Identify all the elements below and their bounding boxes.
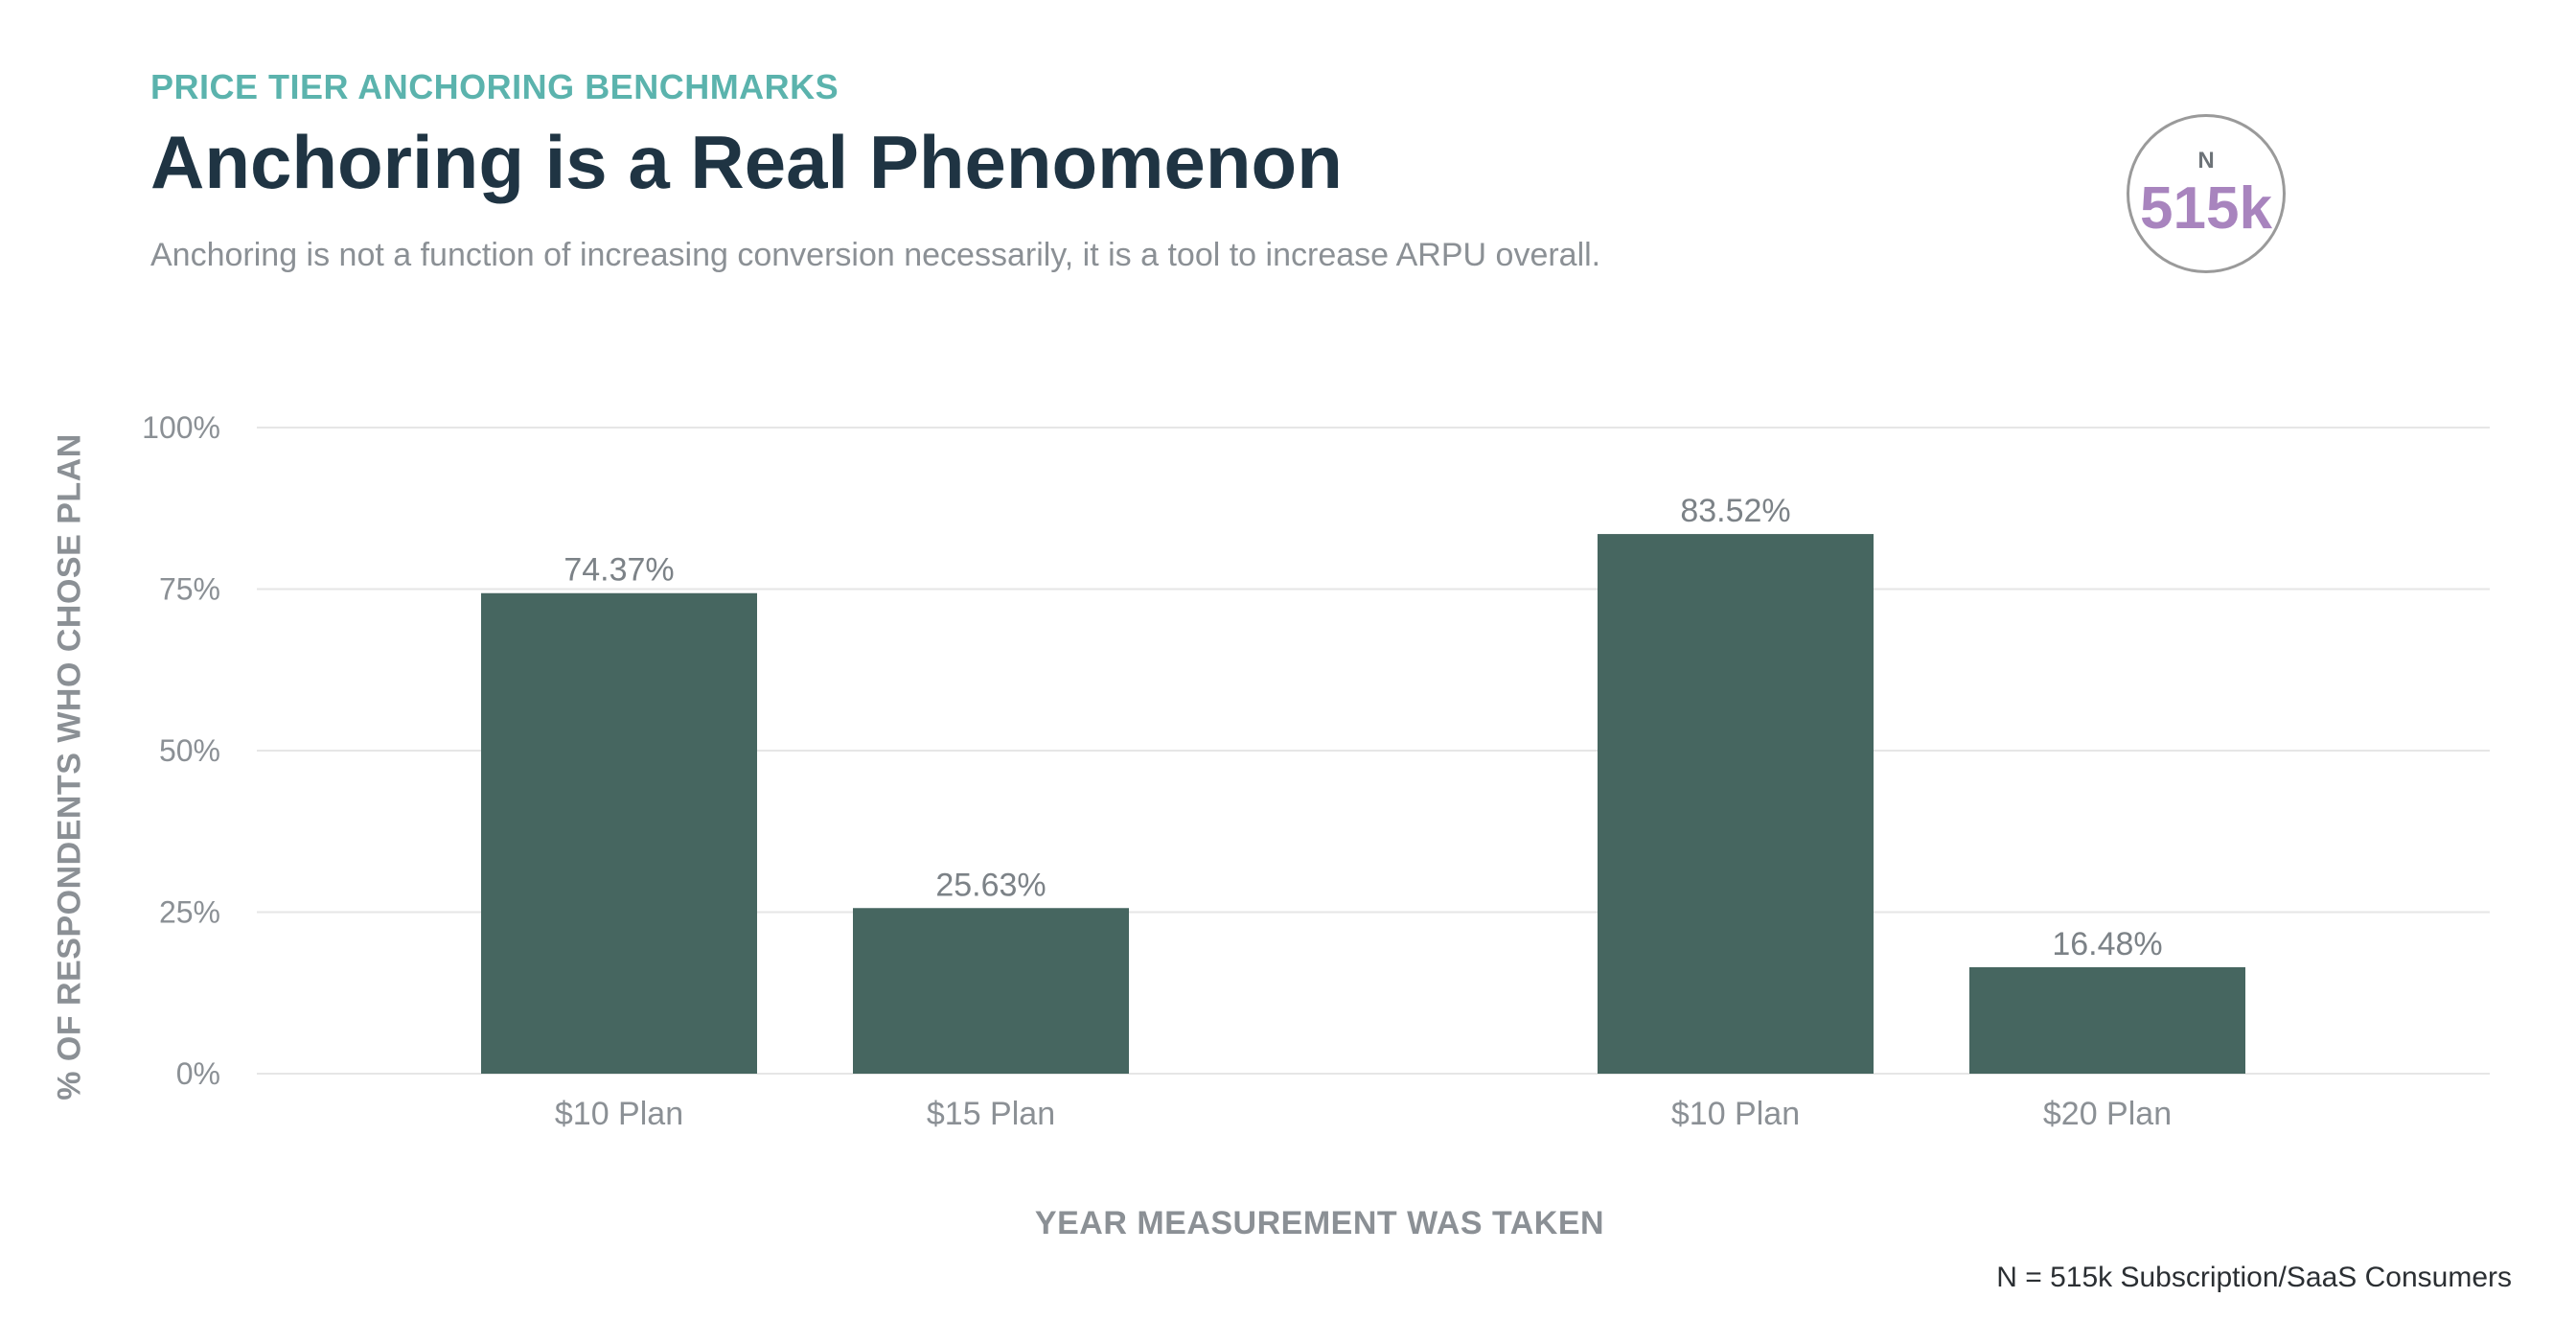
y-tick-label: 25% <box>159 895 220 930</box>
y-tick-label: 50% <box>159 733 220 768</box>
chart-subtitle: Anchoring is not a function of increasin… <box>150 237 1601 273</box>
bar-value-label: 25.63% <box>935 867 1046 903</box>
x-tick-label: $10 Plan <box>555 1096 683 1132</box>
footnote: N = 515k Subscription/SaaS Consumers <box>1996 1262 2512 1293</box>
chart-title: Anchoring is a Real Phenomenon <box>150 120 1343 204</box>
y-tick-label: 75% <box>159 572 220 607</box>
sample-size-badge: N 515k <box>2127 114 2286 273</box>
x-axis-title: YEAR MEASUREMENT WAS TAKEN <box>1034 1205 1605 1241</box>
bar-value-label: 83.52% <box>1680 493 1790 529</box>
bar <box>1969 966 2245 1074</box>
bar <box>853 908 1129 1074</box>
x-tick-label: $20 Plan <box>2043 1096 2172 1132</box>
bar <box>1598 534 1874 1074</box>
y-axis-title: % OF RESPONDENTS WHO CHOSE PLAN <box>51 433 88 1101</box>
bar-value-label: 16.48% <box>2052 926 2162 962</box>
badge-label: N <box>2197 148 2215 174</box>
y-tick-label: 100% <box>142 410 220 445</box>
chart-eyebrow: PRICE TIER ANCHORING BENCHMARKS <box>150 67 840 106</box>
bar-value-label: 74.37% <box>564 552 674 589</box>
x-tick-label: $15 Plan <box>927 1096 1055 1132</box>
badge-value: 515k <box>2140 175 2272 242</box>
bar <box>481 592 757 1074</box>
y-tick-label: 0% <box>176 1056 220 1091</box>
x-tick-label: $10 Plan <box>1671 1096 1800 1132</box>
